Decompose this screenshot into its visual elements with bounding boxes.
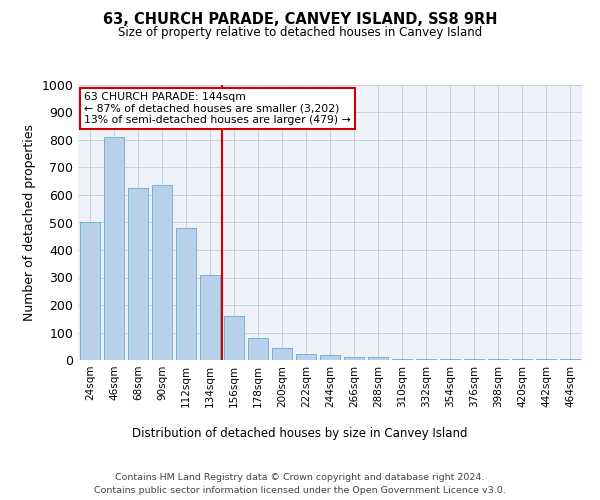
Bar	[176, 228, 196, 360]
Bar	[440, 359, 460, 360]
Bar	[224, 316, 244, 360]
Y-axis label: Number of detached properties: Number of detached properties	[23, 124, 36, 321]
Bar	[104, 137, 124, 360]
Text: 63, CHURCH PARADE, CANVEY ISLAND, SS8 9RH: 63, CHURCH PARADE, CANVEY ISLAND, SS8 9R…	[103, 12, 497, 28]
Text: Contains HM Land Registry data © Crown copyright and database right 2024.: Contains HM Land Registry data © Crown c…	[115, 472, 485, 482]
Bar	[80, 222, 100, 360]
Bar	[368, 357, 388, 360]
Bar	[200, 274, 220, 360]
Text: Distribution of detached houses by size in Canvey Island: Distribution of detached houses by size …	[132, 428, 468, 440]
Bar	[272, 348, 292, 360]
Bar	[416, 358, 436, 360]
Bar	[296, 354, 316, 360]
Bar	[464, 358, 484, 360]
Text: 63 CHURCH PARADE: 144sqm
← 87% of detached houses are smaller (3,202)
13% of sem: 63 CHURCH PARADE: 144sqm ← 87% of detach…	[84, 92, 351, 125]
Bar	[152, 186, 172, 360]
Bar	[248, 338, 268, 360]
Bar	[392, 358, 412, 360]
Bar	[344, 357, 364, 360]
Bar	[320, 356, 340, 360]
Text: Contains public sector information licensed under the Open Government Licence v3: Contains public sector information licen…	[94, 486, 506, 495]
Text: Size of property relative to detached houses in Canvey Island: Size of property relative to detached ho…	[118, 26, 482, 39]
Bar	[560, 358, 580, 360]
Bar	[128, 188, 148, 360]
